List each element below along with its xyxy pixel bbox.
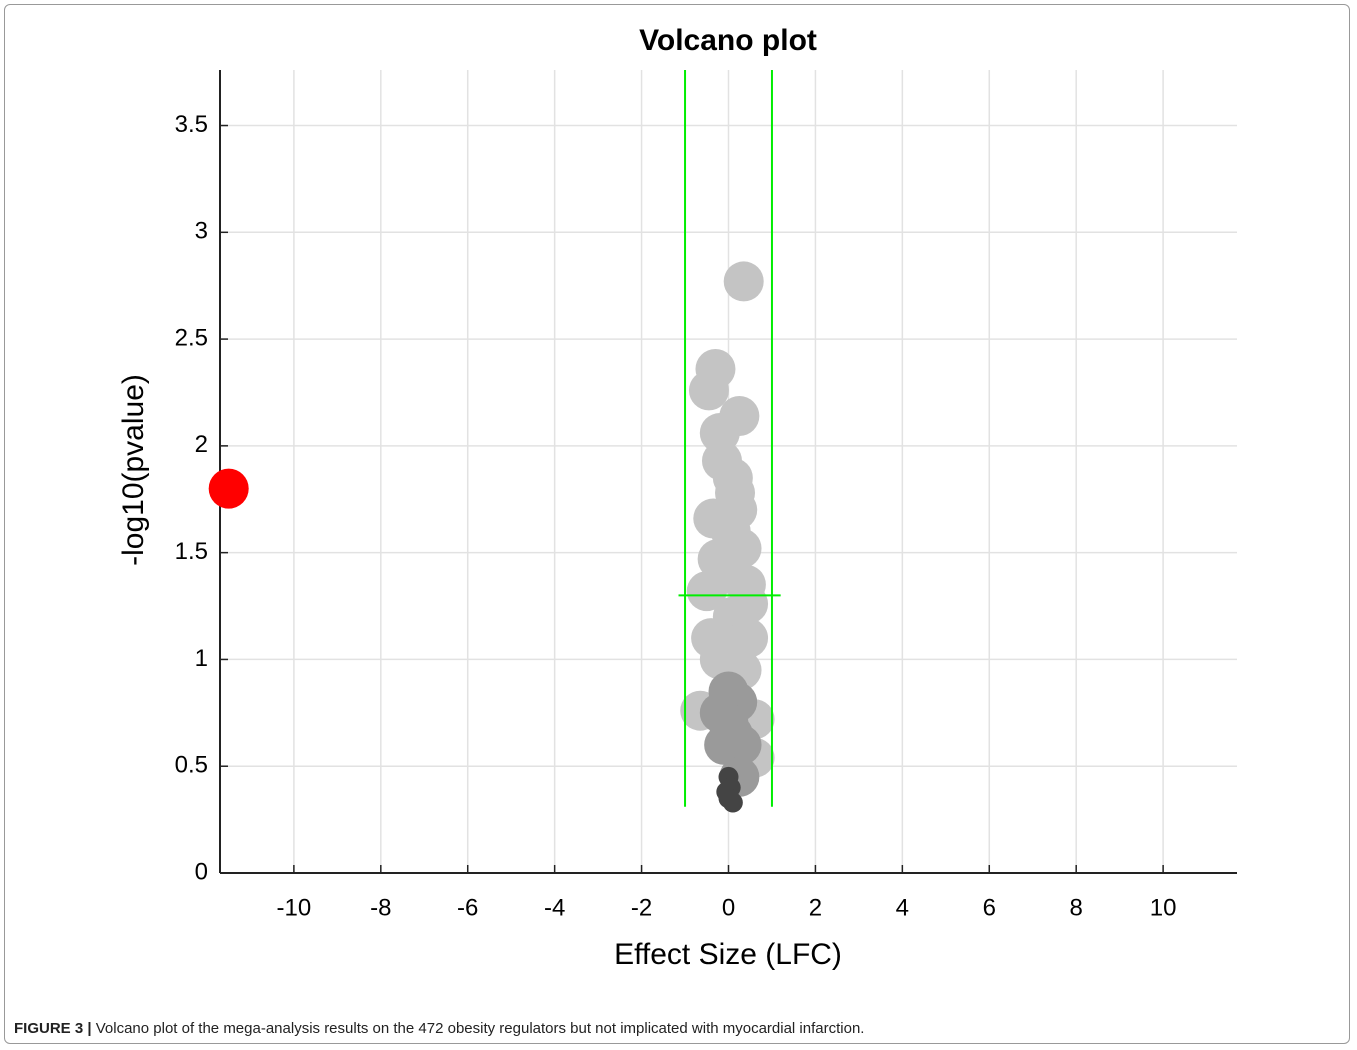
x-tick-label: 4 <box>896 894 909 921</box>
x-tick-label: 10 <box>1150 894 1177 921</box>
point <box>721 724 762 765</box>
caption: FIGURE 3 | Volcano plot of the mega-anal… <box>14 1020 864 1037</box>
x-tick-label: -4 <box>544 894 565 921</box>
chart-title: Volcano plot <box>639 24 817 57</box>
y-tick-label: 1.5 <box>175 538 208 565</box>
x-tick-label: 0 <box>722 894 735 921</box>
point <box>208 468 249 509</box>
x-tick-label: -2 <box>631 894 652 921</box>
y-tick-label: 2.5 <box>175 324 208 351</box>
figure-frame <box>4 4 1350 1044</box>
x-tick-label: -10 <box>277 894 312 921</box>
y-tick-label: 0.5 <box>175 752 208 779</box>
caption-label: FIGURE 3 | <box>14 1020 92 1037</box>
y-tick-label: 0 <box>195 858 208 885</box>
y-axis-label: -log10(pvalue) <box>117 374 150 566</box>
y-tick-label: 1 <box>195 645 208 672</box>
x-tick-label: 2 <box>809 894 822 921</box>
chart: Volcano plot Effect Size (LFC) -log10(pv… <box>117 24 1237 971</box>
point <box>688 370 729 411</box>
caption-text: Volcano plot of the mega-analysis result… <box>95 1020 865 1037</box>
point <box>728 618 769 659</box>
point <box>686 571 727 612</box>
point <box>723 261 764 302</box>
point <box>722 792 743 813</box>
x-tick-label: -6 <box>457 894 478 921</box>
x-tick-label: 6 <box>983 894 996 921</box>
x-axis-label: Effect Size (LFC) <box>614 938 842 971</box>
y-tick-label: 2 <box>195 431 208 458</box>
y-tick-label: 3 <box>195 218 208 245</box>
x-tick-label: 8 <box>1070 894 1083 921</box>
y-tick-label: 3.5 <box>175 111 208 138</box>
x-tick-label: -8 <box>370 894 391 921</box>
